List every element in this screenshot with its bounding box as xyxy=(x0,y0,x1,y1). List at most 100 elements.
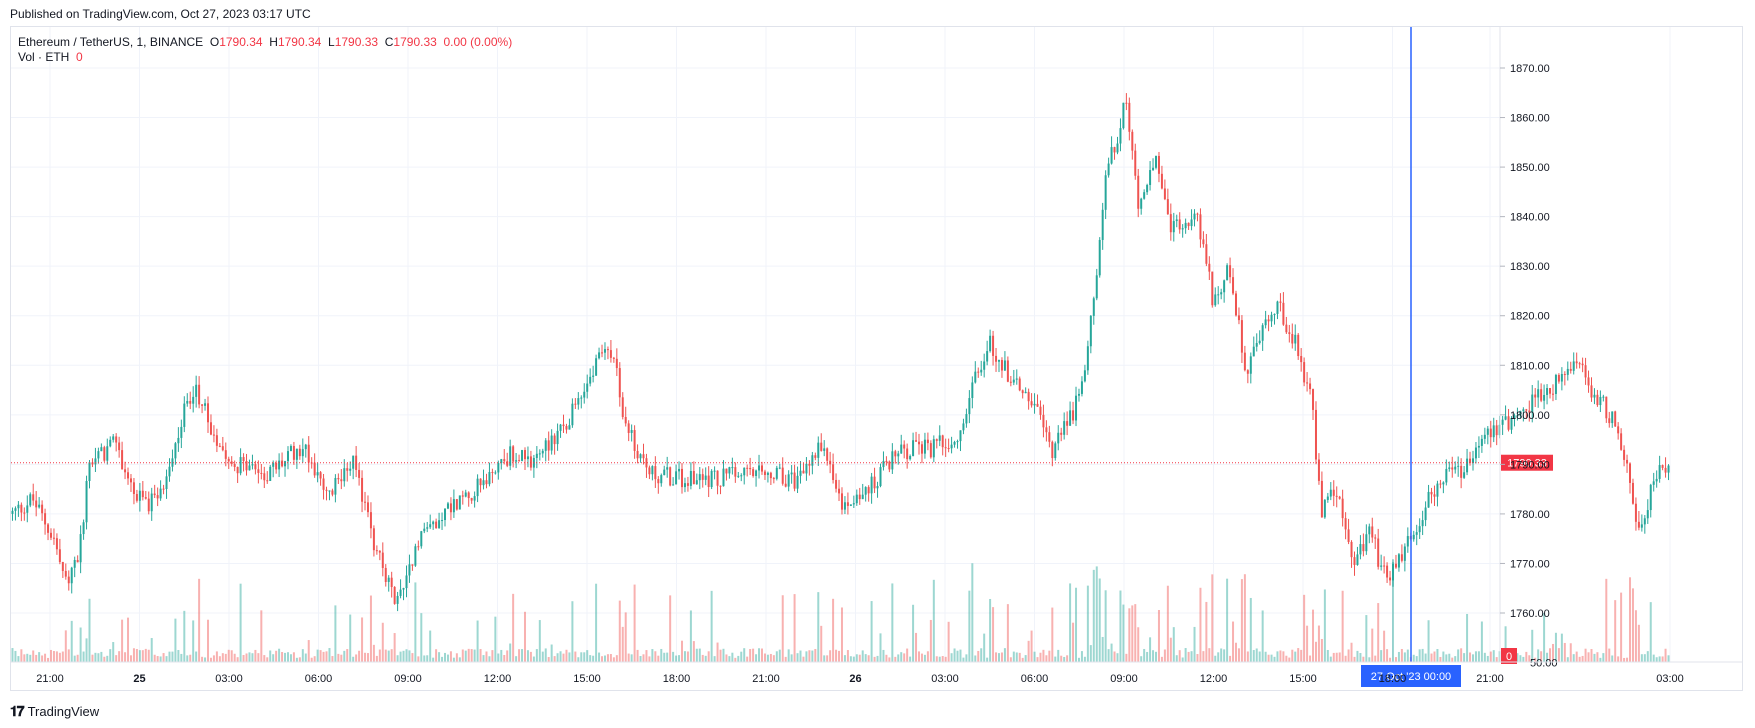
volume-bar xyxy=(734,657,737,662)
volume-bar xyxy=(420,613,423,662)
volume-bar xyxy=(1599,657,1602,662)
volume-bar xyxy=(1309,655,1312,662)
volume-bar xyxy=(1246,651,1249,662)
volume-bar xyxy=(977,650,980,662)
candle-body xyxy=(787,474,790,487)
volume-bar xyxy=(1454,656,1457,662)
volume-bar xyxy=(1602,653,1605,662)
volume-bar xyxy=(909,656,912,662)
volume-bar xyxy=(272,654,275,662)
chart-frame[interactable] xyxy=(10,26,1743,691)
volume-bar xyxy=(589,655,592,662)
volume-bar xyxy=(1240,579,1243,662)
candle-body xyxy=(1335,495,1338,497)
volume-bar xyxy=(1018,652,1021,662)
candle-body xyxy=(1134,150,1137,176)
candle-body xyxy=(675,471,678,485)
volume-bar xyxy=(1012,651,1015,662)
candle-body xyxy=(1371,526,1374,538)
volume-bar xyxy=(864,654,867,662)
volume-bar xyxy=(669,595,672,662)
volume-label[interactable]: Vol · ETH xyxy=(18,50,70,64)
candle-body xyxy=(1116,143,1119,153)
volume-bar xyxy=(361,617,364,662)
candle-body xyxy=(529,456,532,468)
candle-body xyxy=(1463,472,1466,478)
volume-bar xyxy=(201,656,204,662)
candle-body xyxy=(340,479,343,482)
y-tick-label: 1760.00 xyxy=(1510,608,1550,620)
volume-bar xyxy=(503,654,506,662)
volume-bar xyxy=(974,655,977,662)
candle-body xyxy=(236,467,239,474)
candle-body xyxy=(292,445,295,460)
volume-bar xyxy=(49,649,52,662)
candle-body xyxy=(399,589,402,596)
volume-bar xyxy=(832,598,835,662)
candle-body xyxy=(1226,265,1229,281)
candle-body xyxy=(446,503,449,509)
candle-body xyxy=(1069,410,1072,426)
volume-bar xyxy=(882,649,885,662)
volume-bar xyxy=(704,655,707,662)
tradingview-logo[interactable]: 𝟏𝟕 TradingView xyxy=(10,703,99,720)
volume-bar xyxy=(494,616,497,662)
volume-bar xyxy=(204,657,207,662)
candle-body xyxy=(509,446,512,466)
candle-body xyxy=(790,472,793,475)
candle-body xyxy=(485,480,488,485)
candle-body xyxy=(838,488,841,494)
volume-bar xyxy=(192,620,195,662)
volume-bar xyxy=(1466,613,1469,662)
volume-bar xyxy=(838,650,841,662)
volume-bar xyxy=(1371,628,1374,662)
volume-bar xyxy=(1359,653,1362,662)
volume-bar xyxy=(132,648,135,662)
candle-body xyxy=(301,449,304,457)
candle-body xyxy=(337,477,340,480)
volume-bar xyxy=(482,655,485,662)
candle-body xyxy=(1089,315,1092,347)
candle-body xyxy=(1258,340,1261,344)
volume-bar xyxy=(1400,648,1403,662)
y-tick-label: 1800.00 xyxy=(1510,410,1550,422)
candle-body xyxy=(1075,395,1078,421)
volume-bar xyxy=(103,656,106,662)
volume-bar xyxy=(1270,654,1273,662)
volume-bar xyxy=(728,656,731,662)
candle-body xyxy=(393,587,396,604)
volume-bar xyxy=(284,652,287,662)
candle-body xyxy=(1504,416,1507,420)
volume-bar xyxy=(995,652,998,662)
volume-bar xyxy=(698,648,701,662)
volume-bar xyxy=(713,656,716,662)
volume-bar xyxy=(1581,655,1584,662)
candle-body xyxy=(1560,374,1563,382)
volume-bar xyxy=(544,648,547,662)
candle-body xyxy=(704,475,707,480)
candle-body xyxy=(577,398,580,405)
candle-body xyxy=(586,383,589,392)
volume-bar xyxy=(325,651,328,662)
volume-bar xyxy=(82,651,85,662)
volume-bar xyxy=(129,655,132,662)
volume-bar xyxy=(100,651,103,662)
candle-body xyxy=(615,358,618,369)
candle-body xyxy=(1477,445,1480,448)
candle-body xyxy=(1480,438,1483,446)
candle-body xyxy=(766,472,769,475)
candle-body xyxy=(183,403,186,427)
volume-bar xyxy=(852,656,855,662)
volume-bar xyxy=(1273,656,1276,662)
volume-bar xyxy=(23,654,26,662)
candle-body xyxy=(1160,173,1163,189)
candle-body xyxy=(1605,396,1608,419)
candle-body xyxy=(147,498,150,512)
candle-body xyxy=(1131,131,1134,151)
volume-bar xyxy=(1110,643,1113,662)
volume-bar xyxy=(319,650,322,662)
candle-body xyxy=(873,476,876,489)
candle-body xyxy=(1445,468,1448,483)
symbol-name[interactable]: Ethereum / TetherUS, 1, BINANCE xyxy=(18,35,204,49)
